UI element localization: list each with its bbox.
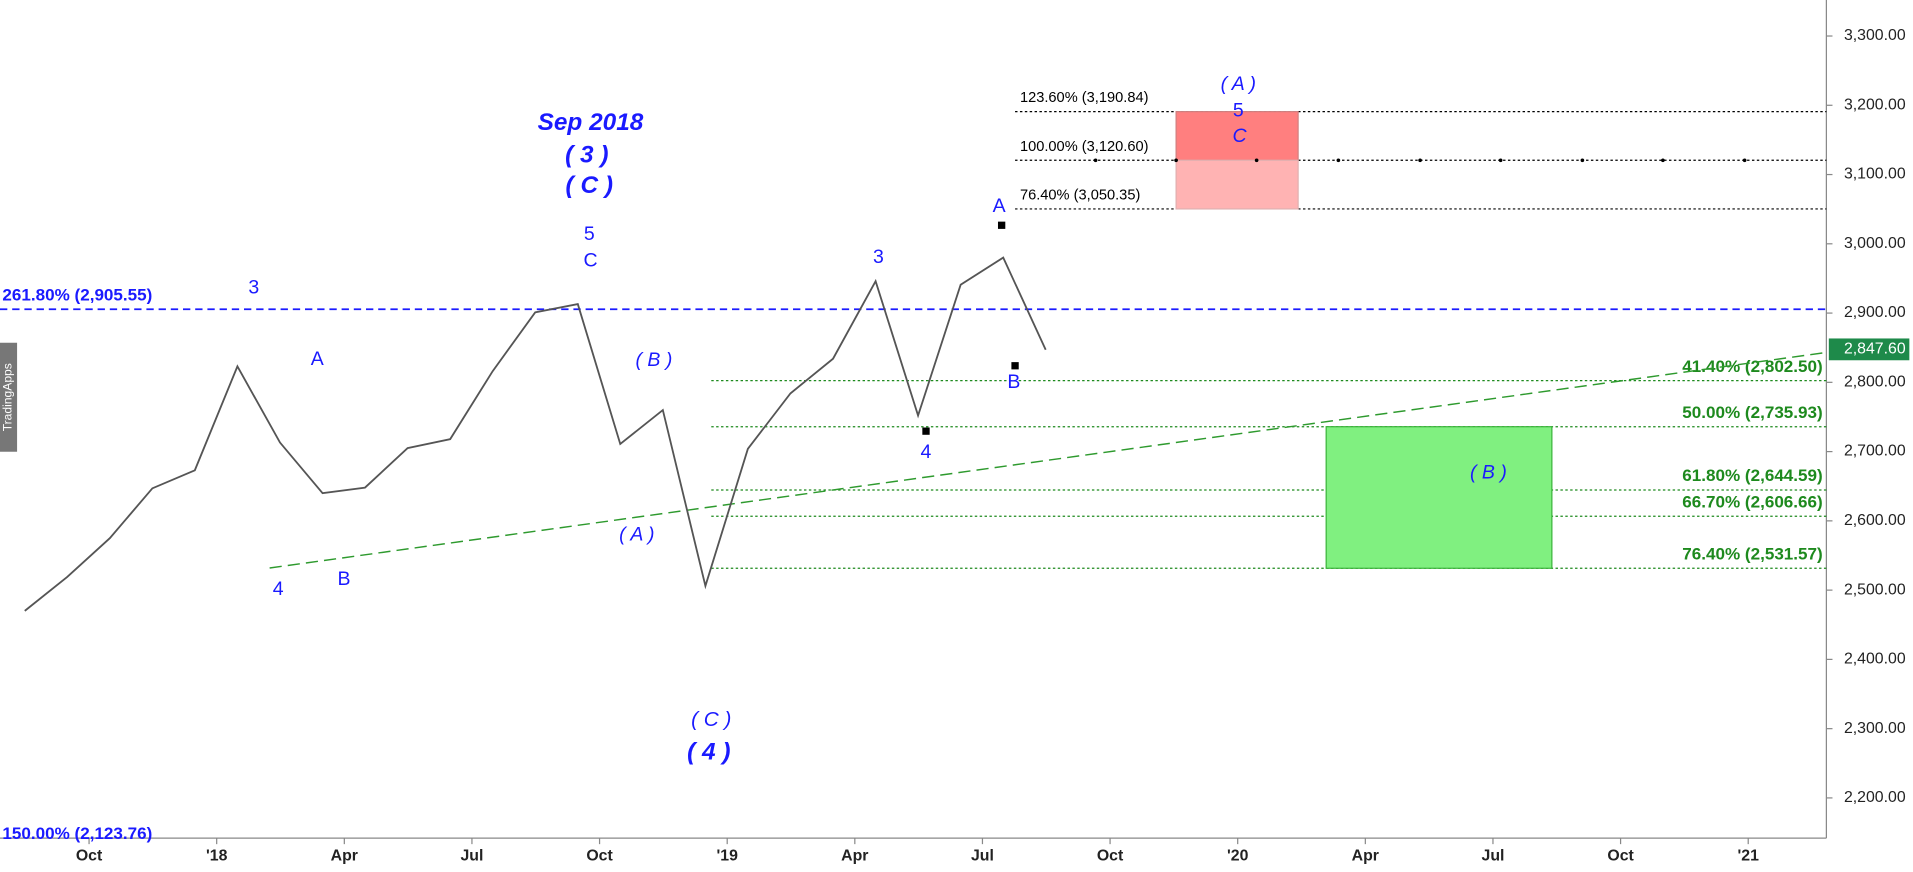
wave-label: ( A ) — [1221, 73, 1256, 95]
price-line — [24, 256, 1047, 612]
wave-label: C — [583, 250, 597, 272]
target-box-green — [1325, 426, 1553, 569]
target-box-lower — [1175, 159, 1299, 210]
pivot-marker — [922, 427, 930, 435]
level-dot — [1580, 158, 1585, 163]
target-box-upper — [1175, 111, 1299, 161]
y-tick-label: 2,600.00 — [1844, 512, 1906, 529]
x-tick-label: '19 — [716, 847, 738, 864]
x-tick-label: Oct — [1607, 847, 1634, 864]
level-dot — [1093, 158, 1098, 163]
level-label: 261.80% (2,905.55) — [2, 285, 152, 304]
wave-label: ( A ) — [619, 523, 654, 545]
trend-line — [269, 351, 1827, 569]
x-tick-label: '20 — [1227, 847, 1249, 864]
y-tick-label: 2,300.00 — [1844, 720, 1906, 737]
wave-label: C — [1232, 125, 1247, 147]
last-price-tag — [1828, 338, 1910, 361]
wave-label: ( B ) — [1470, 462, 1507, 484]
level-dot — [1498, 158, 1503, 163]
level-label: 76.40% (2,531.57) — [1682, 544, 1822, 563]
wave-label: A — [311, 348, 324, 370]
y-tick-label: 2,200.00 — [1844, 789, 1906, 806]
x-tick-label: Oct — [1097, 847, 1124, 864]
level-label: 123.60% (3,190.84) — [1020, 90, 1149, 106]
wave-label: ( B ) — [636, 349, 673, 371]
side-tab-label[interactable]: TradingApps — [1, 363, 15, 431]
level-dot — [1742, 158, 1747, 163]
y-tick-label: 2,500.00 — [1844, 581, 1906, 598]
level-label: 50.00% (2,735.93) — [1682, 403, 1822, 422]
x-tick-label: Oct — [586, 847, 613, 864]
pivot-marker — [1011, 362, 1019, 370]
pivot-marker — [997, 221, 1006, 229]
level-dot — [1336, 158, 1341, 163]
y-tick-label: 2,900.00 — [1844, 304, 1906, 321]
y-tick-label: 3,300.00 — [1844, 27, 1906, 44]
level-label: 61.80% (2,644.59) — [1682, 466, 1822, 485]
wave-label: B — [1007, 371, 1020, 393]
level-label: 100.00% (3,120.60) — [1020, 139, 1149, 155]
wave-label: ( C ) — [566, 172, 613, 199]
level-label: 41.40% (2,802.50) — [1682, 357, 1822, 376]
x-tick-label: '21 — [1738, 847, 1760, 864]
wave-label: A — [993, 195, 1006, 217]
level-dot — [1254, 158, 1259, 163]
level-dot — [1174, 158, 1178, 163]
level-label: 66.70% (2,606.66) — [1682, 492, 1822, 511]
level-dot — [1418, 158, 1422, 163]
level-dot — [1661, 158, 1665, 163]
wave-label: Sep 2018 — [538, 109, 644, 136]
wave-label: ( C ) — [691, 708, 731, 731]
x-tick-label: Jul — [1482, 847, 1505, 864]
wave-label: 5 — [1233, 100, 1244, 122]
wave-label: B — [338, 568, 351, 590]
wave-label: 5 — [584, 223, 595, 245]
y-tick-label: 3,000.00 — [1844, 235, 1906, 252]
x-tick-label: Apr — [331, 847, 358, 864]
y-tick-label: 3,200.00 — [1844, 96, 1906, 113]
x-tick-label: Jul — [460, 847, 483, 864]
wave-label: ( 4 ) — [687, 739, 730, 766]
y-tick-label: 2,700.00 — [1844, 443, 1906, 460]
x-tick-label: Apr — [841, 847, 868, 864]
y-tick-label: 2,400.00 — [1844, 651, 1906, 668]
level-label: 150.00% (2,123.76) — [2, 824, 152, 843]
x-tick-label: '18 — [206, 847, 228, 864]
x-tick-label: Oct — [76, 847, 103, 864]
wave-label: 3 — [873, 246, 884, 268]
last-price-label: 2,847.60 — [1844, 341, 1906, 358]
level-label: 76.40% (3,050.35) — [1020, 187, 1140, 203]
side-tab[interactable] — [0, 342, 18, 452]
wave-label: ( 3 ) — [565, 142, 608, 169]
wave-label: 3 — [248, 276, 259, 298]
wave-label: 4 — [921, 441, 932, 463]
y-tick-label: 3,100.00 — [1844, 166, 1906, 183]
wave-label: 4 — [273, 578, 284, 600]
x-tick-label: Jul — [971, 847, 994, 864]
x-tick-label: Apr — [1352, 847, 1379, 864]
y-tick-label: 2,800.00 — [1844, 374, 1906, 391]
